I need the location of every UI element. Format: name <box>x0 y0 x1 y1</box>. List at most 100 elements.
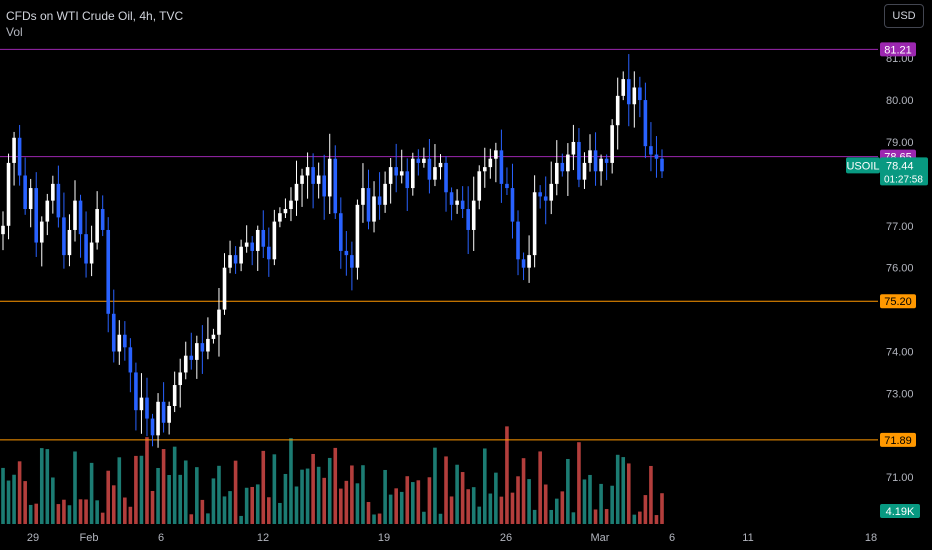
volume-bar <box>416 480 421 524</box>
volume-bar <box>206 513 210 524</box>
candle-body <box>399 171 404 176</box>
volume-bar <box>134 455 138 524</box>
candle-body <box>111 313 116 352</box>
volume-bar <box>217 465 221 524</box>
candle-body <box>372 196 376 222</box>
candle-body <box>134 372 138 411</box>
volume-bar <box>599 483 603 524</box>
volume-bar <box>62 499 66 524</box>
volume-bar <box>28 504 33 524</box>
candle-body <box>239 246 243 264</box>
volume-bar <box>156 467 160 524</box>
volume-bar <box>643 495 648 524</box>
volume-bar <box>150 490 155 524</box>
volume-bar <box>339 488 343 524</box>
volume-bar <box>466 489 470 524</box>
candle-body <box>554 162 559 184</box>
volume-bar <box>516 476 520 524</box>
volume-bar <box>123 497 127 524</box>
volume-bar <box>383 469 387 524</box>
volume-bar <box>422 511 426 524</box>
candle-body <box>510 188 515 222</box>
candle-body <box>527 255 531 268</box>
volume-bar <box>73 451 77 524</box>
candle-body <box>51 183 55 201</box>
volume-bar <box>560 491 565 524</box>
volume-bar <box>350 465 354 524</box>
volume-bar <box>399 491 404 524</box>
candle-body <box>505 183 509 189</box>
time-tick-label: 29 <box>27 532 39 544</box>
volume-bar <box>477 506 482 524</box>
candle-body <box>416 158 421 163</box>
candle-body <box>405 171 410 189</box>
price-tag-bg <box>880 432 916 447</box>
candle-body <box>139 397 144 411</box>
chart-title: CFDs on WTI Crude Oil, 4h, TVC <box>6 9 184 23</box>
level-price-tag: 71.89 <box>880 432 916 447</box>
price-tick-label: 71.00 <box>886 472 914 484</box>
candle-body <box>599 158 603 172</box>
candle-body <box>222 267 227 310</box>
candle-body <box>261 229 266 247</box>
volume-bar <box>410 482 415 524</box>
volume-bar <box>300 469 304 524</box>
currency-button[interactable]: USD <box>884 4 924 28</box>
candle-body <box>643 100 648 147</box>
volume-bar <box>255 484 260 524</box>
volume-bar <box>638 511 642 524</box>
volume-bar <box>211 478 216 524</box>
candle-body <box>267 246 271 260</box>
candle-body <box>250 242 255 251</box>
time-tick-label: 19 <box>378 532 390 544</box>
candle-body <box>233 255 238 264</box>
candle-body <box>217 309 221 335</box>
symbol-tag-text: USOIL <box>846 160 879 172</box>
volume-bar <box>45 449 50 524</box>
volume-bar <box>649 465 653 524</box>
price-tick-label: 74.00 <box>886 347 914 359</box>
volume-bar <box>388 494 393 524</box>
volume-bar <box>660 493 664 524</box>
candle-body <box>84 234 88 264</box>
volume-bar <box>377 513 382 524</box>
volume-bar <box>139 455 144 524</box>
volume-bar <box>593 509 598 524</box>
candle-body <box>477 171 482 201</box>
volume-bar <box>305 468 310 524</box>
candles <box>1 54 664 448</box>
volume-bar <box>128 506 133 524</box>
candle-body <box>571 141 576 155</box>
volume-bar <box>626 463 631 524</box>
candle-body <box>17 137 22 176</box>
price-tag-text: 75.20 <box>884 296 912 308</box>
candle-body <box>488 158 493 168</box>
price-tag-bg <box>880 42 916 57</box>
candle-body <box>23 175 27 210</box>
volume-bar <box>566 458 570 524</box>
candle-body <box>183 355 188 373</box>
volume-bar <box>84 499 88 524</box>
volume-bar <box>316 466 321 524</box>
candle-body <box>34 188 39 243</box>
volume-bar <box>172 446 177 524</box>
volume-bar <box>23 481 27 524</box>
volume-bar <box>183 460 188 524</box>
volume-bar <box>200 499 205 524</box>
candle-body <box>6 162 11 226</box>
candle-body <box>538 192 542 197</box>
volume-bar <box>604 509 609 524</box>
candle-body <box>294 183 299 201</box>
volume-bar <box>327 457 332 524</box>
candle-body <box>449 192 454 205</box>
volume-bar <box>615 454 620 524</box>
volume-bar <box>543 484 548 524</box>
volume-bar <box>494 472 498 524</box>
candle-body <box>654 154 659 159</box>
candle-body <box>62 217 66 256</box>
candle-body <box>73 200 77 230</box>
volume-bar <box>455 464 459 524</box>
volume-bar <box>333 447 338 524</box>
candle-body <box>638 87 642 101</box>
